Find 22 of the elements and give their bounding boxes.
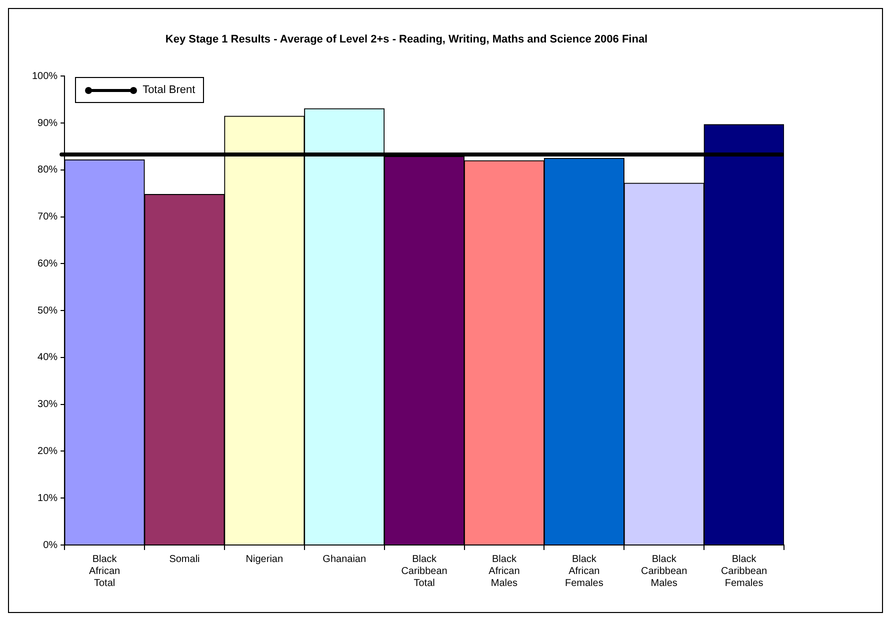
- y-tick-label: 70%: [38, 212, 58, 223]
- x-tick-label: Black Caribbean Females: [720, 554, 768, 589]
- y-tick-label: 20%: [38, 446, 58, 457]
- y-tick-label: 100%: [32, 70, 58, 82]
- y-tick-label: 50%: [38, 305, 58, 316]
- y-tick-label: 60%: [38, 258, 58, 270]
- y-tick-label: 90%: [38, 118, 58, 129]
- x-tick-label: Nigerian: [246, 554, 284, 565]
- x-tick-label: Black African Males: [488, 554, 520, 589]
- y-tick-label: 10%: [38, 492, 58, 504]
- y-tick-label: 0%: [43, 540, 58, 551]
- y-tick-label: 80%: [38, 164, 58, 176]
- x-tick-label: Ghanaian: [322, 554, 366, 565]
- legend-label: Total Brent: [142, 84, 196, 96]
- x-tick-label: Black African Total: [88, 554, 120, 589]
- y-tick-label: 30%: [38, 399, 58, 410]
- x-tick-label: Somali: [169, 554, 200, 565]
- x-tick-label: Black Caribbean Males: [641, 554, 688, 589]
- x-tick-label: Black African Females: [564, 554, 604, 589]
- chart-title: Key Stage 1 Results - Average of Level 2+s - Reading, Writing, Maths and Science 2006 Final: [165, 34, 648, 46]
- x-tick-label: Black Caribbean Total: [401, 554, 448, 589]
- y-tick-label: 40%: [38, 352, 58, 364]
